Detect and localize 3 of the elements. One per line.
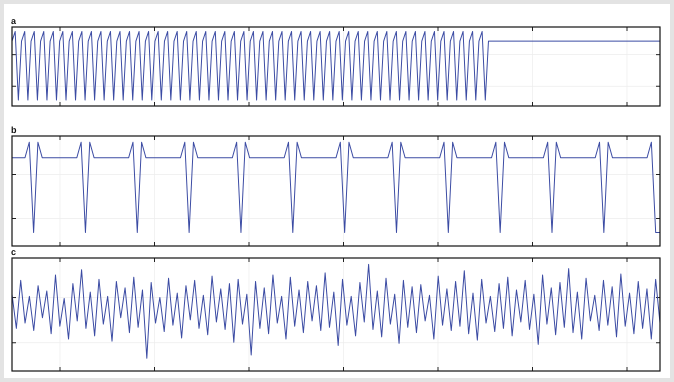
chart-title: a xyxy=(11,16,17,26)
chart-title: c xyxy=(11,247,16,257)
chart-title: b xyxy=(11,125,17,135)
